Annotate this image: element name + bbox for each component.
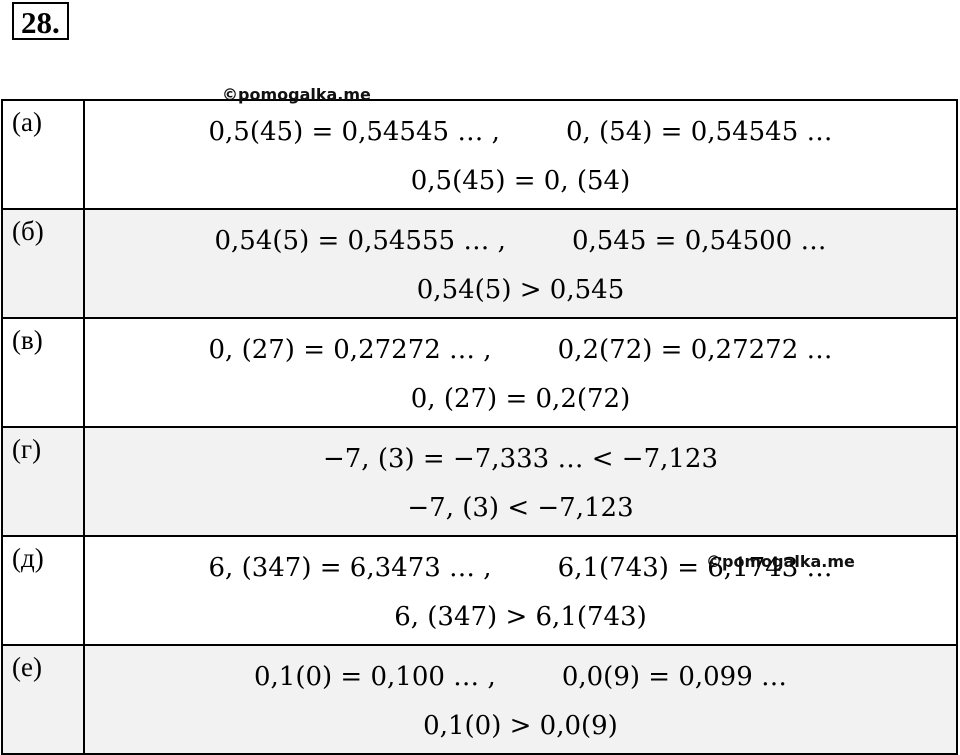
table-row: (д) 6, (347) = 6,3473 … , 6,1(743) = 6,1… (1, 535, 958, 646)
row-content: 6, (347) = 6,3473 … , 6,1(743) = 6,1743 … (83, 535, 958, 646)
row-content: −7, (3) = −7,333 … < −7,123 −7, (3) < −7… (83, 426, 958, 537)
row-label: (д) (1, 535, 85, 646)
equation-line-2: 0, (27) = 0,2(72) (410, 384, 631, 414)
equation-line-1: 0, (27) = 0,27272 … , 0,2(72) = 0,27272 … (208, 335, 833, 365)
equation-line-1: 0,1(0) = 0,100 … , 0,0(9) = 0,099 … (253, 662, 788, 692)
row-content: 0, (27) = 0,27272 … , 0,2(72) = 0,27272 … (83, 317, 958, 428)
equation-line-1: −7, (3) = −7,333 … < −7,123 (322, 444, 718, 474)
row-label: (б) (1, 208, 85, 319)
row-label: (г) (1, 426, 85, 537)
table-row: (е) 0,1(0) = 0,100 … , 0,0(9) = 0,099 … … (1, 644, 958, 755)
problem-number: 28. (12, 2, 69, 40)
row-content: 0,1(0) = 0,100 … , 0,0(9) = 0,099 … 0,1(… (83, 644, 958, 755)
equation-line-2: 6, (347) > 6,1(743) (394, 602, 647, 632)
equation-line-2: 0,5(45) = 0, (54) (410, 166, 631, 196)
row-label: (а) (1, 99, 85, 210)
row-label: (в) (1, 317, 85, 428)
equation-line-2: 0,1(0) > 0,0(9) (423, 711, 618, 741)
equation-line-1: 0,5(45) = 0,54545 … , 0, (54) = 0,54545 … (208, 117, 833, 147)
watermark: ©pomogalka.me (222, 85, 371, 104)
equation-line-2: −7, (3) < −7,123 (407, 493, 634, 523)
equation-line-1: 0,54(5) = 0,54555 … , 0,545 = 0,54500 … (214, 226, 827, 256)
watermark: ©pomogalka.me (706, 552, 855, 571)
row-content: 0,5(45) = 0,54545 … , 0, (54) = 0,54545 … (83, 99, 958, 210)
table-row: (в) 0, (27) = 0,27272 … , 0,2(72) = 0,27… (1, 317, 958, 428)
equation-line-2: 0,54(5) > 0,545 (416, 275, 625, 305)
row-label: (е) (1, 644, 85, 755)
table-row: (а) 0,5(45) = 0,54545 … , 0, (54) = 0,54… (1, 99, 958, 210)
equation-line-1: 6, (347) = 6,3473 … , 6,1(743) = 6,1743 … (208, 553, 833, 583)
row-content: 0,54(5) = 0,54555 … , 0,545 = 0,54500 … … (83, 208, 958, 319)
answers-table: (а) 0,5(45) = 0,54545 … , 0, (54) = 0,54… (1, 99, 958, 755)
table-row: (б) 0,54(5) = 0,54555 … , 0,545 = 0,5450… (1, 208, 958, 319)
table-row: (г) −7, (3) = −7,333 … < −7,123 −7, (3) … (1, 426, 958, 537)
